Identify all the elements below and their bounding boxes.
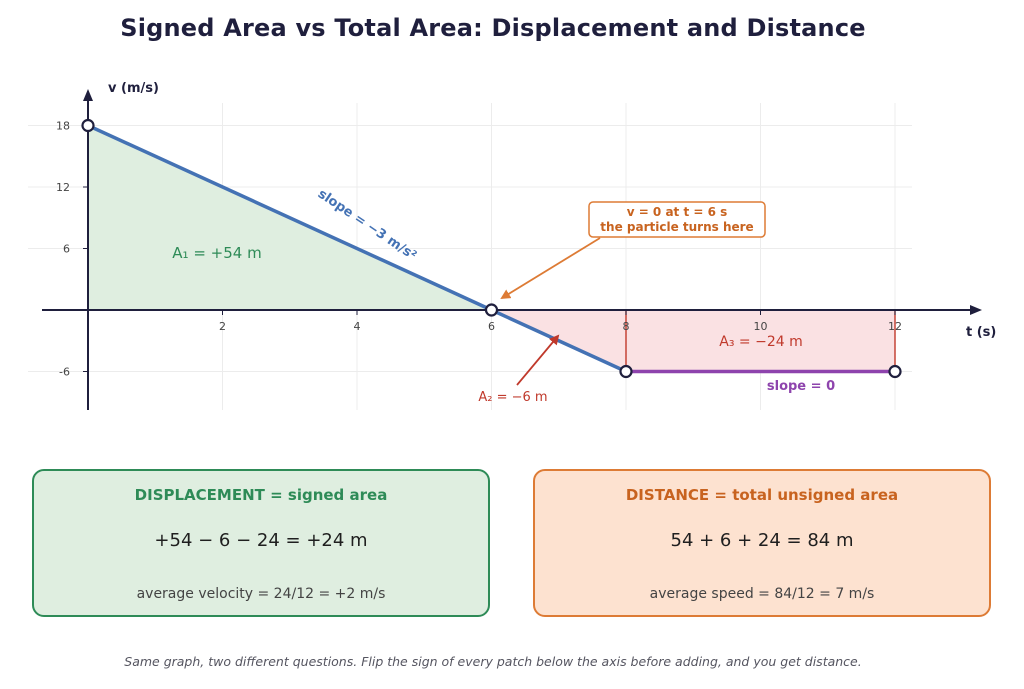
displacement-title: DISPLACEMENT = signed area — [134, 486, 388, 504]
footnote: Same graph, two different questions. Fli… — [124, 654, 862, 669]
y-axis-label: v (m/s) — [108, 81, 159, 96]
area-a2-arrow — [516, 334, 560, 386]
x-axis-label: t (s) — [966, 325, 996, 340]
area-a1-label: A₁ = +54 m — [172, 244, 261, 262]
displacement-card: DISPLACEMENT = signed area +54 − 6 − 24 … — [32, 469, 490, 617]
y-axis-arrowhead — [83, 89, 93, 101]
y-tick-label: -6 — [59, 366, 70, 379]
data-point — [81, 118, 95, 133]
x-axis-arrowhead — [970, 305, 982, 315]
turn-callout-line1: v = 0 at t = 6 s — [627, 205, 728, 219]
x-tick-label: 2 — [219, 320, 226, 333]
distance-equation: 54 + 6 + 24 = 84 m — [670, 530, 854, 551]
velocity-time-chart: v (m/s) t (s) 2 4 6 8 10 12 18 12 6 -6 A₁ = +54 m A₃… — [28, 81, 996, 410]
turn-callout-line2: the particle turns here — [600, 220, 753, 234]
area-a2-label: A₂ = −6 m — [478, 390, 547, 405]
distance-title: DISTANCE = total unsigned area — [625, 486, 899, 504]
x-tick-label: 8 — [623, 320, 630, 333]
x-tick-label: 6 — [488, 320, 495, 333]
data-point — [888, 364, 902, 379]
turn-callout-box — [588, 201, 766, 238]
slope-flat-label: slope = 0 — [767, 379, 835, 394]
chart-title: Signed Area vs Total Area: Displacement … — [120, 14, 866, 42]
y-tick-label: 6 — [63, 243, 70, 256]
y-tick-label: 18 — [56, 120, 70, 133]
x-tick-label: 12 — [888, 320, 902, 333]
turn-callout-arrow — [500, 237, 601, 300]
average-velocity-note: average velocity = 24/12 = +2 m/s — [136, 586, 386, 602]
x-tick-label: 10 — [754, 320, 768, 333]
average-speed-note: average speed = 84/12 = 7 m/s — [649, 586, 875, 602]
data-point — [619, 364, 633, 379]
area-a3-region — [626, 310, 895, 372]
x-tick-label: 4 — [354, 320, 361, 333]
displacement-equation: +54 − 6 − 24 = +24 m — [154, 530, 368, 551]
area-a3-label: A₃ = −24 m — [719, 334, 802, 350]
distance-card: DISTANCE = total unsigned area 54 + 6 + … — [533, 469, 991, 617]
data-point — [484, 303, 499, 317]
y-tick-label: 12 — [56, 181, 70, 194]
